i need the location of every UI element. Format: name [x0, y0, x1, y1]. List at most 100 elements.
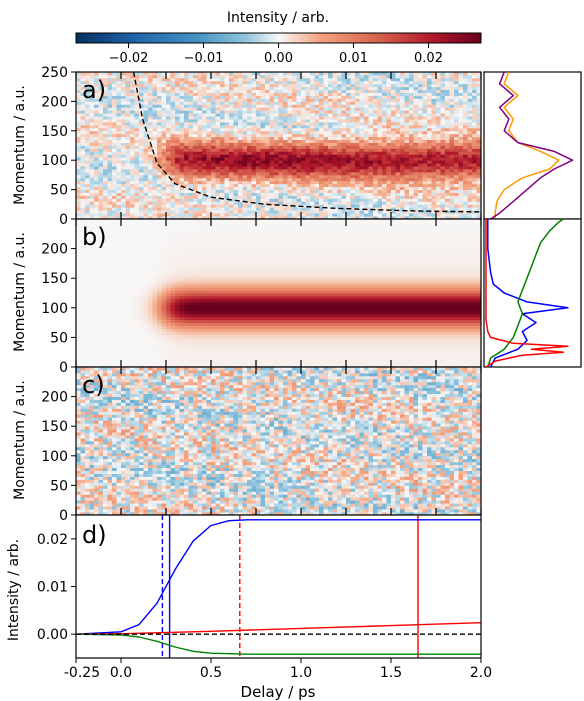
heatmap-cell — [139, 142, 144, 146]
heatmap-cell — [283, 110, 288, 114]
heatmap-cell — [319, 163, 324, 167]
heatmap-cell — [215, 89, 221, 93]
heatmap-cell — [310, 89, 315, 93]
heatmap-cell — [413, 121, 419, 126]
heatmap-cell — [179, 177, 185, 182]
heatmap-cell — [476, 163, 482, 167]
heatmap-cell — [202, 127, 207, 132]
heatmap-cell — [278, 192, 284, 196]
heatmap-cell — [409, 86, 414, 91]
heatmap-cell — [94, 142, 99, 146]
heatmap-cell — [305, 80, 311, 85]
heatmap-cell — [184, 142, 189, 146]
heatmap-cell — [85, 166, 90, 170]
heatmap-cell — [107, 272, 113, 276]
heatmap-cell — [161, 148, 167, 152]
heatmap-cell — [427, 151, 432, 155]
heatmap-cell — [103, 174, 108, 179]
heatmap-cell — [283, 213, 288, 217]
heatmap-cell — [94, 221, 99, 226]
heatmap-cell — [121, 201, 126, 205]
heatmap-cell — [134, 166, 140, 170]
heatmap-cell — [107, 86, 113, 91]
heatmap-cell — [265, 77, 270, 82]
heatmap-cell — [242, 95, 248, 99]
heatmap-cell — [89, 355, 95, 359]
heatmap-cell — [463, 98, 468, 102]
heatmap-cell — [395, 195, 401, 199]
heatmap-cell — [359, 160, 365, 164]
heatmap-cell — [202, 107, 207, 111]
heatmap-cell — [85, 174, 90, 179]
heatmap-cell — [359, 139, 365, 143]
heatmap-cell — [395, 151, 401, 155]
heatmap-cell — [211, 151, 216, 155]
heatmap-cell — [314, 204, 320, 208]
heatmap-cell — [89, 254, 95, 258]
heatmap-cell — [409, 139, 414, 143]
heatmap-cell — [206, 177, 212, 182]
heatmap-cell — [179, 98, 185, 102]
heatmap-cell — [476, 101, 482, 105]
heatmap-cell — [188, 110, 194, 114]
heatmap-cell — [233, 139, 239, 143]
heatmap-cell — [175, 195, 180, 199]
heatmap-cell — [184, 136, 189, 141]
heatmap-cell — [287, 86, 293, 91]
heatmap-cell — [256, 77, 261, 82]
heatmap-cell — [107, 334, 113, 338]
heatmap-cell — [233, 95, 239, 99]
heatmap-cell — [89, 72, 95, 76]
heatmap-cell — [85, 260, 90, 264]
heatmap-cell — [206, 121, 212, 126]
heatmap-cell — [260, 148, 266, 152]
heatmap-cell — [350, 204, 356, 208]
heatmap-cell — [472, 198, 477, 202]
heatmap-cell — [202, 113, 207, 117]
heatmap-cell — [359, 86, 365, 91]
heatmap-cell — [247, 216, 252, 220]
heatmap-cell — [350, 177, 356, 182]
heatmap-cell — [197, 216, 203, 220]
heatmap-cell — [112, 204, 117, 208]
heatmap-cell — [449, 77, 455, 82]
heatmap-cell — [256, 113, 261, 117]
heatmap-cell — [305, 101, 311, 105]
heatmap-cell — [224, 210, 230, 214]
heatmap-cell — [368, 136, 374, 141]
heatmap-cell — [395, 160, 401, 164]
heatmap-cell — [377, 207, 383, 211]
heatmap-cell — [98, 74, 104, 79]
heatmap-cell — [238, 186, 243, 190]
heatmap-cell — [161, 186, 167, 190]
heatmap-cell — [350, 201, 356, 205]
heatmap-cell — [269, 201, 275, 205]
heatmap-cell — [103, 230, 108, 235]
heatmap-cell — [76, 210, 81, 214]
heatmap-cell — [130, 186, 135, 190]
heatmap-cell — [80, 364, 86, 368]
heatmap-cell — [467, 201, 473, 205]
heatmap-cell — [400, 207, 405, 211]
heatmap-cell — [382, 160, 387, 164]
heatmap-cell — [386, 204, 392, 208]
heatmap-cell — [85, 121, 90, 126]
heatmap-cell — [170, 74, 176, 79]
heatmap-cell — [404, 119, 410, 123]
heatmap-cell — [107, 183, 113, 188]
heatmap-cell — [454, 157, 459, 161]
heatmap-cell — [341, 204, 347, 208]
heatmap-cell — [305, 160, 311, 164]
heatmap-cell — [386, 177, 392, 182]
heatmap-cell — [341, 74, 347, 79]
heatmap-cell — [89, 343, 95, 347]
heatmap-cell — [139, 92, 144, 96]
heatmap-cell — [251, 83, 257, 88]
heatmap-cell — [188, 98, 194, 102]
heatmap-cell — [76, 257, 81, 261]
heatmap-cell — [346, 83, 351, 88]
heatmap-cell — [328, 116, 333, 120]
heatmap-cell — [296, 121, 302, 126]
heatmap-cell — [170, 204, 176, 208]
heatmap-cell — [112, 213, 117, 217]
